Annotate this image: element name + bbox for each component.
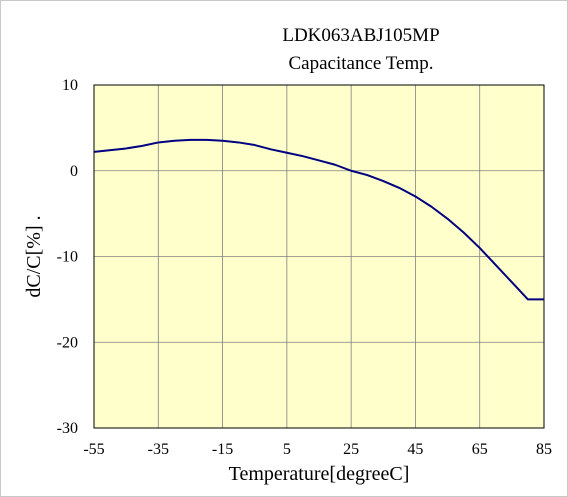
x-tick-label: 45 [407, 441, 423, 458]
y-tick-label: 0 [70, 163, 78, 180]
y-tick-label: -10 [57, 249, 78, 266]
y-tick-label: 10 [62, 77, 78, 94]
chart-title: LDK063ABJ105MP [282, 25, 440, 46]
y-tick-labels: 10 0 -10 -20 -30 [57, 77, 78, 437]
x-tick-label: -55 [83, 441, 104, 458]
y-tick-label: -30 [57, 420, 78, 437]
x-tick-label: 5 [283, 441, 291, 458]
x-tick-label: -35 [148, 441, 169, 458]
x-tick-label: 25 [343, 441, 359, 458]
x-tick-label: 65 [472, 441, 488, 458]
x-axis-label: Temperature[degreeC] [229, 463, 410, 485]
y-axis-label: dC/C[%] . [23, 215, 45, 297]
series-line [93, 138, 544, 301]
x-tick-labels: -55 -35 -15 5 25 45 65 85 [83, 441, 552, 458]
y-tick-label: -20 [57, 334, 78, 351]
x-tick-label: 85 [536, 441, 552, 458]
chart-subtitle: Capacitance Temp. [288, 53, 434, 74]
x-tick-label: -15 [212, 441, 233, 458]
plot-border [93, 84, 545, 429]
